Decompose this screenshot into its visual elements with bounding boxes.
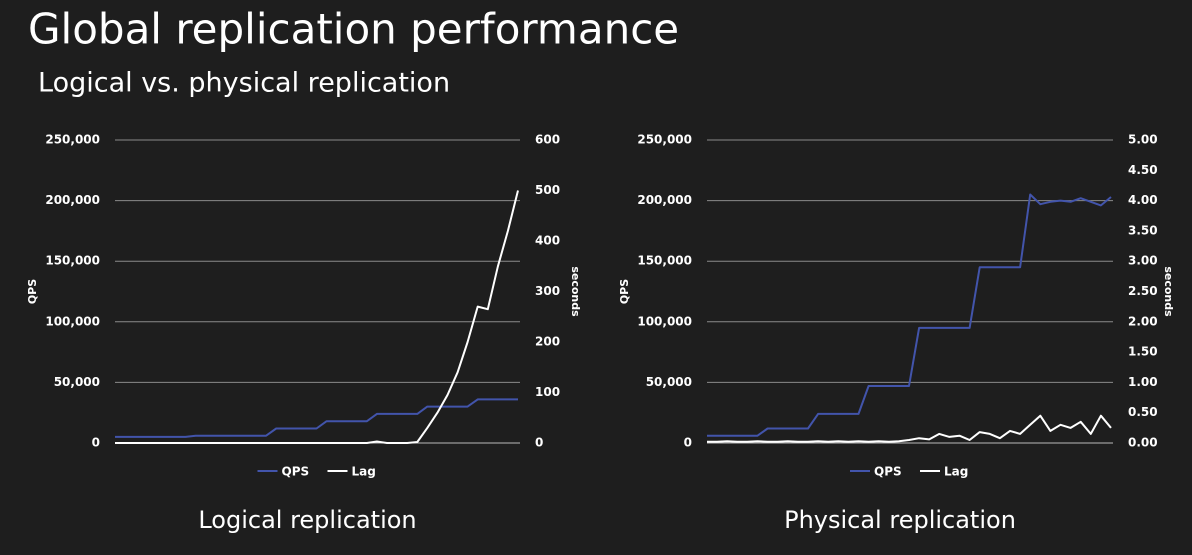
y-tick-label: 150,000	[45, 254, 100, 268]
y2-tick-label: 600	[535, 133, 560, 147]
y2-axis-label: seconds	[1162, 266, 1175, 317]
y2-tick-label: 100	[535, 385, 560, 399]
chart-caption: Logical replication	[198, 506, 416, 534]
y2-tick-label: 2.50	[1128, 284, 1158, 298]
chart-caption: Physical replication	[784, 506, 1016, 534]
y-tick-label: 250,000	[45, 133, 100, 147]
y2-tick-label: 5.00	[1128, 133, 1158, 147]
y-tick-label: 0	[684, 436, 692, 450]
y2-tick-label: 3.50	[1128, 223, 1158, 237]
y-tick-label: 100,000	[637, 314, 692, 328]
legend-label: QPS	[282, 465, 310, 479]
y2-tick-label: 3.00	[1128, 254, 1158, 268]
legend-label: Lag	[352, 465, 376, 479]
y2-tick-label: 1.00	[1128, 375, 1158, 389]
series-line	[707, 193, 1112, 437]
y2-tick-label: 500	[535, 183, 560, 197]
y-tick-label: 200,000	[637, 193, 692, 207]
y-axis-label: QPS	[618, 279, 631, 304]
y-axis-label: QPS	[26, 279, 39, 304]
y2-tick-label: 4.50	[1128, 163, 1158, 177]
y2-tick-label: 0	[535, 436, 543, 450]
y2-tick-label: 1.50	[1128, 345, 1158, 359]
y2-tick-label: 2.00	[1128, 314, 1158, 328]
series-line	[707, 414, 1112, 443]
y-tick-label: 200,000	[45, 193, 100, 207]
y-tick-label: 250,000	[637, 133, 692, 147]
legend-label: QPS	[874, 465, 902, 479]
y-tick-label: 150,000	[637, 254, 692, 268]
y-tick-label: 50,000	[646, 375, 692, 389]
y2-tick-label: 0.00	[1128, 436, 1158, 450]
y-tick-label: 50,000	[54, 375, 100, 389]
y2-tick-label: 0.50	[1128, 405, 1158, 419]
slide-title: Global replication performance	[28, 5, 679, 54]
y2-tick-label: 400	[535, 234, 560, 248]
y2-tick-label: 4.00	[1128, 193, 1158, 207]
y-tick-label: 100,000	[45, 314, 100, 328]
y2-tick-label: 200	[535, 335, 560, 349]
slide-subtitle: Logical vs. physical replication	[38, 68, 450, 99]
y2-axis-label: seconds	[569, 266, 582, 317]
y-tick-label: 0	[92, 436, 100, 450]
y2-tick-label: 300	[535, 284, 560, 298]
series-line	[115, 190, 519, 444]
legend-label: Lag	[944, 465, 968, 479]
series-line	[115, 398, 518, 438]
